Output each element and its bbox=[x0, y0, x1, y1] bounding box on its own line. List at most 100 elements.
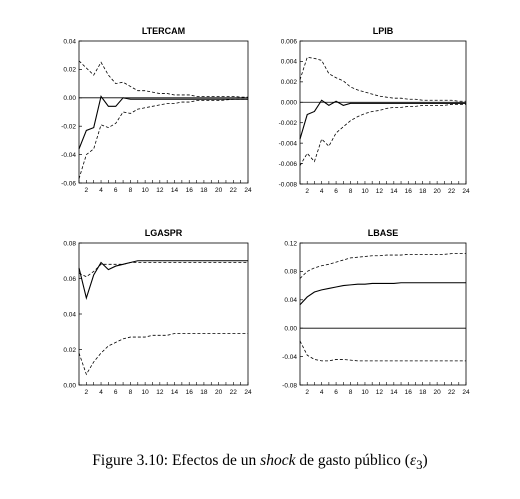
series-line-response bbox=[299, 282, 466, 306]
y-tick-label: -0.006 bbox=[279, 161, 298, 168]
caption-symbol: ε bbox=[409, 452, 417, 469]
y-tick-label: 0.12 bbox=[284, 240, 297, 247]
panel-title: LBASE bbox=[368, 228, 399, 238]
x-tick-label: 16 bbox=[186, 389, 194, 396]
x-tick-label: 10 bbox=[142, 389, 150, 396]
panel-title: LGASPR bbox=[145, 228, 183, 238]
series-line-band-1 bbox=[299, 253, 466, 279]
x-tick-label: 6 bbox=[114, 187, 118, 194]
y-tick-label: 0.08 bbox=[63, 240, 76, 247]
x-tick-label: 18 bbox=[200, 389, 208, 396]
x-tick-label: 10 bbox=[361, 389, 369, 396]
y-tick-label: -0.02 bbox=[61, 124, 76, 131]
y-tick-label: 0.02 bbox=[63, 67, 76, 74]
panel-title: LPIB bbox=[373, 26, 394, 36]
plot-frame bbox=[299, 242, 467, 386]
x-tick-label: 6 bbox=[334, 389, 338, 396]
x-tick-label: 8 bbox=[129, 187, 133, 194]
y-tick-label: -0.06 bbox=[61, 180, 76, 187]
y-tick-label: 0.000 bbox=[281, 100, 298, 107]
x-tick-label: 18 bbox=[419, 188, 427, 195]
x-tick-label: 12 bbox=[376, 188, 384, 195]
x-tick-label: 4 bbox=[99, 187, 103, 194]
x-tick-label: 18 bbox=[419, 389, 427, 396]
series-line-response bbox=[78, 95, 248, 150]
x-tick-label: 6 bbox=[114, 389, 118, 396]
x-tick-label: 4 bbox=[320, 188, 324, 195]
series-line-band-2 bbox=[78, 98, 248, 179]
y-tick-label: 0.00 bbox=[63, 95, 76, 102]
plot-frame bbox=[78, 40, 249, 184]
caption-text-emph: shock bbox=[260, 452, 296, 469]
series-line-band-1 bbox=[78, 60, 248, 98]
x-tick-label: 20 bbox=[434, 188, 442, 195]
y-tick-label: -0.04 bbox=[282, 354, 297, 361]
x-tick-label: 4 bbox=[99, 389, 103, 396]
x-tick-label: 20 bbox=[434, 389, 442, 396]
x-tick-label: 20 bbox=[215, 389, 223, 396]
x-tick-label: 16 bbox=[405, 188, 413, 195]
y-tick-label: 0.006 bbox=[281, 38, 298, 45]
caption-close: ) bbox=[422, 452, 428, 469]
x-tick-label: 4 bbox=[320, 389, 324, 396]
x-tick-label: 2 bbox=[305, 188, 309, 195]
x-tick-label: 14 bbox=[390, 188, 398, 195]
caption-text-before: Efectos de un bbox=[171, 452, 257, 469]
y-tick-label: -0.008 bbox=[279, 181, 298, 188]
x-tick-label: 18 bbox=[200, 187, 208, 194]
y-tick-label: 0.08 bbox=[284, 269, 297, 276]
y-tick-label: 0.02 bbox=[63, 347, 76, 354]
y-tick-label: 0.00 bbox=[63, 382, 76, 389]
y-tick-label: -0.08 bbox=[282, 382, 297, 389]
y-tick-label: 0.004 bbox=[281, 59, 298, 66]
series-line-band-2 bbox=[299, 103, 466, 166]
x-tick-label: 14 bbox=[171, 187, 179, 194]
panel-title: LTERCAM bbox=[142, 26, 185, 36]
caption-subscript: 3 bbox=[416, 457, 423, 473]
x-tick-label: 10 bbox=[142, 187, 150, 194]
y-tick-label: 0.002 bbox=[281, 79, 298, 86]
x-tick-label: 6 bbox=[334, 188, 338, 195]
y-tick-label: 0.04 bbox=[284, 297, 297, 304]
x-tick-label: 12 bbox=[156, 389, 164, 396]
x-tick-label: 12 bbox=[156, 187, 164, 194]
x-tick-label: 10 bbox=[361, 188, 369, 195]
figure-caption: Figure 3.10: Efectos de un shock de gast… bbox=[0, 452, 520, 473]
panel-lpib: LPIB 0.006 0.004 0.002 0.000 -0.002 -0.004 -0.0… bbox=[279, 26, 470, 195]
x-tick-label: 14 bbox=[171, 389, 179, 396]
series-line-response bbox=[299, 99, 466, 140]
y-tick-label: 0.04 bbox=[63, 38, 76, 45]
x-tick-label: 20 bbox=[215, 187, 223, 194]
x-tick-label: 8 bbox=[349, 389, 353, 396]
y-tick-label: -0.002 bbox=[279, 120, 298, 127]
x-tick-label: 24 bbox=[462, 188, 470, 195]
x-tick-label: 22 bbox=[230, 187, 238, 194]
x-tick-label: 2 bbox=[85, 187, 89, 194]
series-line-response bbox=[78, 260, 248, 301]
x-tick-label: 24 bbox=[244, 187, 252, 194]
y-tick-label: -0.04 bbox=[61, 152, 76, 159]
series-line-band-1 bbox=[78, 262, 248, 278]
x-tick-label: 16 bbox=[186, 187, 194, 194]
plot-frame bbox=[299, 40, 467, 185]
y-tick-label: 0.00 bbox=[284, 326, 297, 333]
caption-text-after: de gasto público ( bbox=[299, 452, 410, 469]
x-tick-label: 24 bbox=[462, 389, 470, 396]
x-tick-label: 8 bbox=[349, 188, 353, 195]
y-tick-label: 0.04 bbox=[63, 311, 76, 318]
x-tick-label: 2 bbox=[305, 389, 309, 396]
x-tick-label: 16 bbox=[405, 389, 413, 396]
x-tick-label: 22 bbox=[448, 188, 456, 195]
x-tick-label: 22 bbox=[448, 389, 456, 396]
series-line-band-2 bbox=[78, 333, 248, 376]
x-tick-label: 8 bbox=[129, 389, 133, 396]
x-tick-label: 22 bbox=[230, 389, 238, 396]
y-tick-label: 0.06 bbox=[63, 276, 76, 283]
series-line-band-2 bbox=[299, 340, 466, 362]
y-tick-label: -0.004 bbox=[279, 140, 298, 147]
caption-prefix: Figure 3.10: bbox=[92, 452, 169, 469]
